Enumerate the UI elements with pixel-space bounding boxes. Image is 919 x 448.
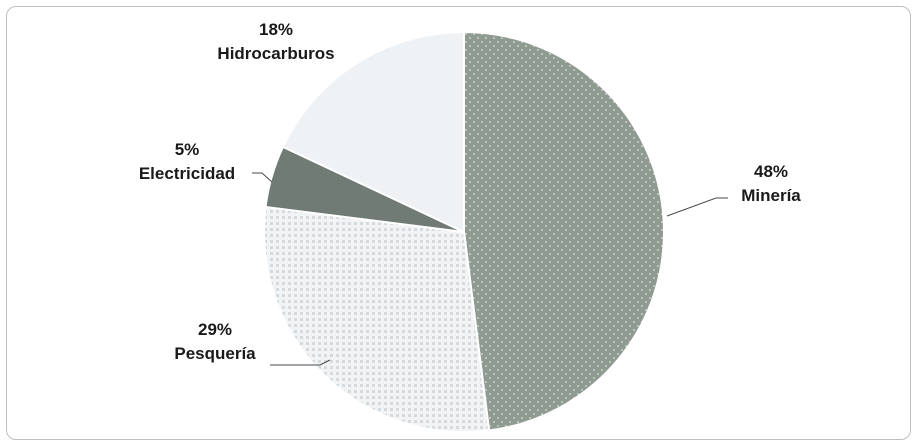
leader-line-electricidad bbox=[252, 172, 273, 183]
slice-label-hidrocarburos: 18% Hidrocarburos bbox=[196, 18, 356, 66]
slice-name-hidrocarburos: Hidrocarburos bbox=[217, 44, 335, 63]
slice-name-electricidad: Electricidad bbox=[138, 164, 236, 183]
pie-slice-hidrocarburos bbox=[281, 30, 465, 234]
pie-slice-pesqueria bbox=[263, 205, 491, 433]
slice-label-mineria: 48% Minería bbox=[726, 160, 816, 208]
slice-percent-hidrocarburos: 18% bbox=[258, 20, 294, 39]
slice-percent-mineria: 48% bbox=[753, 162, 789, 181]
pie-slice-mineria bbox=[463, 30, 665, 432]
slice-label-electricidad: 5% Electricidad bbox=[122, 138, 252, 186]
slice-name-pesqueria: Pesquería bbox=[174, 344, 256, 363]
leader-line-pesqueria bbox=[270, 359, 331, 366]
slice-name-mineria: Minería bbox=[741, 186, 801, 205]
leader-line-mineria bbox=[666, 197, 728, 217]
slice-percent-pesqueria: 29% bbox=[197, 320, 233, 339]
slice-percent-electricidad: 5% bbox=[174, 140, 200, 159]
slice-label-pesqueria: 29% Pesquería bbox=[160, 318, 270, 366]
